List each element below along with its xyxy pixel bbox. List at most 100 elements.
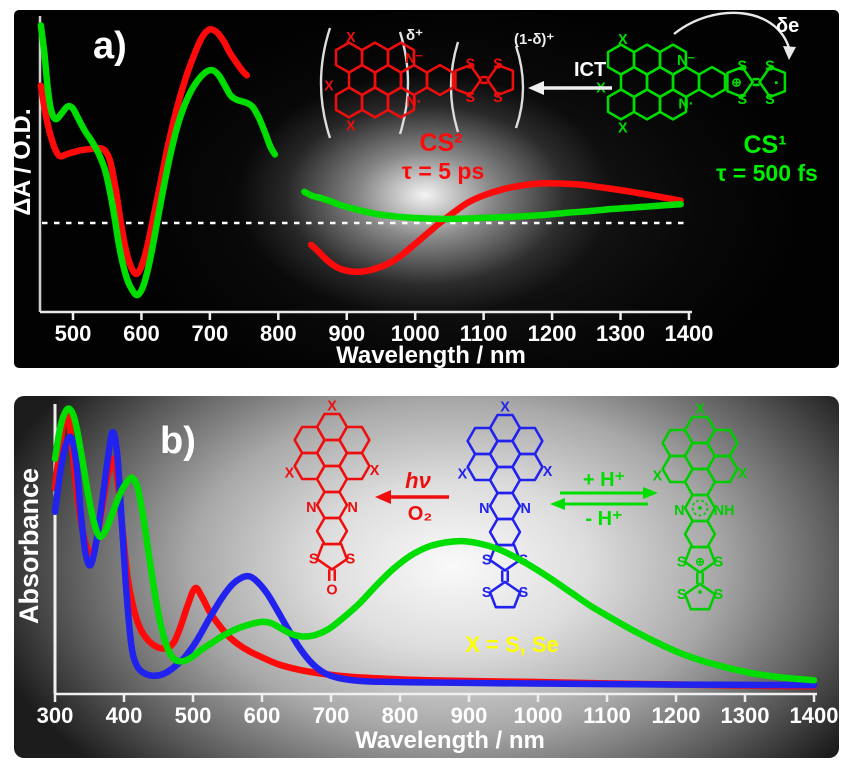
atom-label: N·: [406, 94, 421, 110]
radical-dot-icon: ·: [774, 72, 780, 93]
atom-label: S: [482, 553, 492, 569]
atom-label: N: [521, 501, 531, 517]
atom-label: X: [543, 464, 553, 480]
cs2-lifetime: τ = 5 ps: [402, 158, 485, 184]
panel-b-x-axis-title: Wavelength / nm: [355, 727, 545, 754]
molecular-structure-oxidized: X X X N N S S O: [285, 399, 380, 599]
x-tick-label: 800: [382, 703, 419, 728]
atom-label: S: [309, 552, 319, 568]
atom-label: S: [677, 555, 687, 571]
bracket-left-icon: [449, 41, 460, 133]
atom-label: S: [493, 57, 503, 73]
atom-label: S: [519, 585, 529, 601]
atom-label: X: [458, 466, 468, 482]
protonation-equilibrium-arrows: + H⁺ - H⁺: [550, 469, 658, 530]
atom-label: X: [346, 30, 356, 46]
panel-a-x-ticks: 500 600 700 800 900 1000 1100 1200 1300 1400: [55, 312, 713, 346]
x-tick-label: 1000: [514, 703, 563, 728]
panel-b-absorbance: X X X N N S S O X X X N: [14, 396, 839, 758]
atom-label: N: [479, 501, 489, 517]
atom-label: S: [714, 587, 724, 603]
atom-label: N⁻: [405, 51, 423, 67]
atom-label: S: [738, 92, 748, 108]
x-tick-label: 1300: [596, 321, 645, 346]
spectrum-curve: [37, 25, 251, 278]
x-tick-label: 1300: [721, 703, 770, 728]
panel-a-y-axis-title: ΔA / O.D.: [14, 108, 36, 215]
x-tick-label: 1100: [583, 703, 631, 728]
bracket-right-icon: [514, 45, 525, 129]
atom-label: S: [466, 57, 476, 73]
ict-arrow: ICT: [528, 59, 612, 95]
panel-b-label: b): [160, 420, 196, 462]
arrowhead-icon: [643, 487, 658, 499]
atom-label: NH: [714, 503, 735, 519]
atom-label: X: [370, 463, 380, 479]
curved-arrow-icon: [673, 11, 791, 49]
atom-label: X: [653, 468, 663, 484]
atom-label: X: [618, 32, 628, 48]
atom-label: X: [618, 121, 628, 137]
panel-a-transient-absorption: X X X N⁻ N· S S S S δ⁺ (1-δ)⁺ CS² τ = 5 …: [14, 10, 839, 368]
x-tick-label: 1000: [391, 321, 440, 346]
pah-skeleton: [663, 417, 738, 547]
one-minus-delta-label: (1-δ)⁺: [514, 31, 554, 48]
x-tick-label: 800: [260, 321, 297, 346]
molecular-structure-protonated: X X X N NH S S ⊕ S S: [653, 402, 748, 610]
x-tick-label: 700: [192, 321, 229, 346]
x-tick-label: 300: [37, 703, 74, 728]
panel-b-curves: [51, 405, 818, 690]
panel-a-axes: [38, 16, 692, 314]
atom-label: X: [324, 78, 334, 94]
minus-h-label: - H⁺: [585, 508, 622, 530]
atom-label: N: [348, 500, 358, 516]
delta-e-transfer-arrow: δe: [673, 11, 799, 60]
atom-label: S: [714, 555, 724, 571]
radical-dot-icon: [698, 506, 702, 510]
dithiole-ring: [315, 542, 349, 571]
x-tick-label: 1400: [790, 703, 839, 728]
atom-label: S: [482, 585, 492, 601]
atom-label: X: [346, 119, 356, 135]
atom-label: X: [500, 400, 510, 416]
cs2-name: CS²: [419, 129, 462, 157]
x-tick-label: 700: [313, 703, 350, 728]
atom-label: S: [493, 90, 503, 106]
spectrum-curve: [51, 405, 818, 684]
atom-label: O: [326, 583, 337, 599]
x-tick-label: 1200: [652, 703, 701, 728]
atom-label: S: [346, 552, 356, 568]
atom-label: N⁻: [677, 53, 695, 69]
cs1-name: CS¹: [743, 131, 786, 159]
arrowhead-icon: [375, 490, 391, 504]
molecular-structure-neutral: X X X N N S S S S: [458, 400, 553, 608]
o2-label: O₂: [408, 503, 432, 525]
atom-label: X: [327, 399, 337, 415]
x-tick-label: 600: [123, 321, 160, 346]
molecular-structure-cs1: X X X N⁻ N· S S S S ⊕ · CS¹ τ = 500 fs: [596, 32, 818, 186]
x-tick-label: 1200: [528, 321, 577, 346]
arrowhead-icon: [783, 46, 796, 60]
x-tick-label: 1100: [460, 321, 508, 346]
panel-a-curves: [37, 22, 684, 299]
photooxidation-arrow: hν O₂: [375, 468, 449, 525]
pah-skeleton: [295, 414, 370, 544]
aromatic-circle-icon: [691, 499, 709, 517]
bracket-left-icon: [319, 27, 332, 139]
plus-charge-icon: ⊕: [731, 76, 742, 90]
atom-label: N·: [678, 96, 693, 112]
cs1-lifetime: τ = 500 fs: [716, 160, 818, 186]
spectrum-curve: [51, 428, 818, 689]
plus-h-label: + H⁺: [583, 469, 625, 491]
atom-label: X: [695, 402, 705, 418]
plus-charge-icon: ⊕: [695, 557, 705, 569]
atom-label: N: [306, 500, 316, 516]
panel-a-label: a): [93, 25, 127, 67]
spectrum-curve: [301, 188, 684, 223]
arrowhead-icon: [528, 81, 544, 95]
atom-label: X: [285, 465, 295, 481]
x-tick-label: 900: [451, 703, 488, 728]
spectrum-curve: [37, 22, 279, 299]
ict-label: ICT: [574, 59, 606, 81]
